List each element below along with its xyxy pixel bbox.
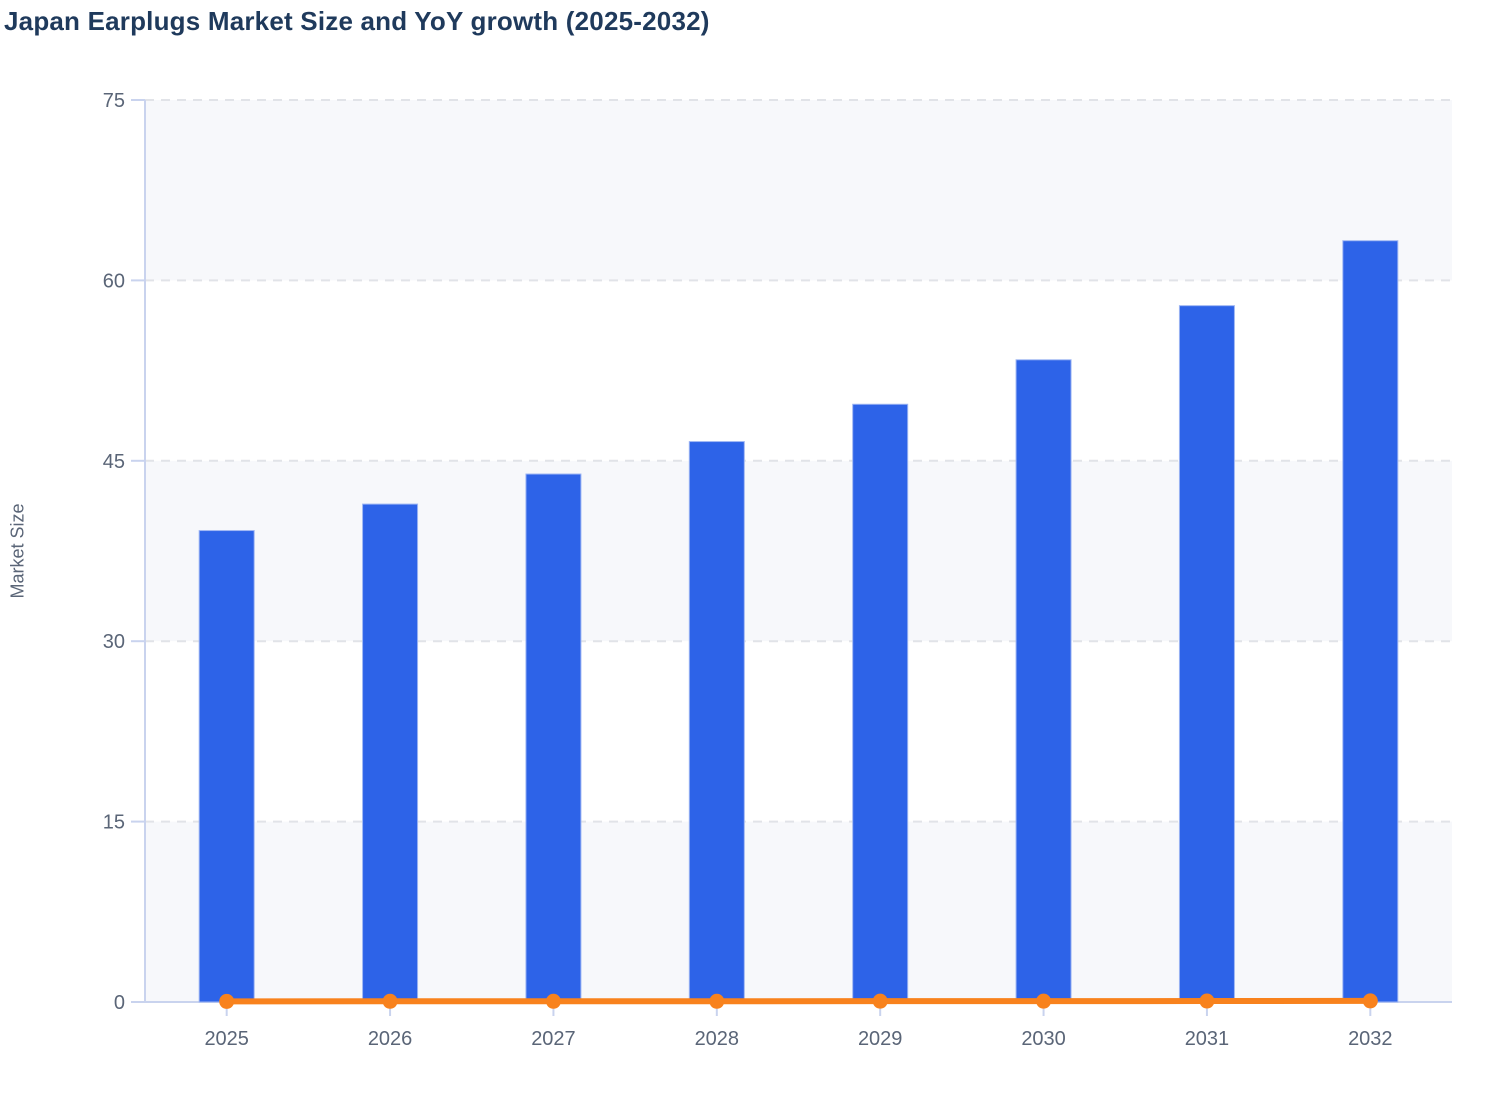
plot-band-3: [145, 641, 1452, 822]
yoy-marker-2027[interactable]: [545, 993, 561, 1009]
x-label-2032: 2032: [1348, 1028, 1393, 1050]
x-label-2026: 2026: [368, 1028, 413, 1050]
x-label-2031: 2031: [1185, 1028, 1230, 1050]
y-tick-label-60: 60: [103, 270, 125, 292]
bar-2032[interactable]: [1342, 240, 1399, 1003]
plot-band-4: [145, 821, 1452, 1002]
bar-2025[interactable]: [198, 530, 255, 1003]
x-label-2029: 2029: [858, 1028, 903, 1050]
x-label-2027: 2027: [531, 1028, 576, 1050]
yoy-marker-2026[interactable]: [382, 993, 398, 1009]
chart-title: Japan Earplugs Market Size and YoY growt…: [4, 6, 710, 36]
yoy-marker-2025[interactable]: [219, 993, 235, 1009]
bar-2029[interactable]: [852, 403, 909, 1003]
yoy-marker-2030[interactable]: [1036, 993, 1052, 1009]
x-label-2030: 2030: [1021, 1028, 1066, 1050]
plot-band-0: [145, 100, 1452, 281]
yoy-marker-2031[interactable]: [1199, 993, 1215, 1009]
plot-band-2: [145, 460, 1452, 642]
bar-2026[interactable]: [362, 503, 419, 1003]
yoy-marker-2032[interactable]: [1362, 993, 1378, 1009]
yoy-marker-2029[interactable]: [872, 993, 888, 1009]
yoy-marker-2028[interactable]: [709, 993, 725, 1009]
y-tick-label-45: 45: [103, 451, 125, 473]
x-label-2028: 2028: [695, 1028, 740, 1050]
bar-2031[interactable]: [1178, 305, 1235, 1003]
bar-2028[interactable]: [688, 441, 745, 1003]
plot-band-1: [145, 280, 1452, 461]
x-label-2025: 2025: [204, 1028, 249, 1050]
y-tick-label-75: 75: [103, 90, 125, 112]
bar-2027[interactable]: [525, 473, 582, 1003]
bar-2030[interactable]: [1015, 359, 1072, 1003]
y-tick-label-30: 30: [103, 631, 125, 653]
y-tick-label-0: 0: [114, 992, 125, 1014]
y-tick-label-15: 15: [103, 812, 125, 834]
